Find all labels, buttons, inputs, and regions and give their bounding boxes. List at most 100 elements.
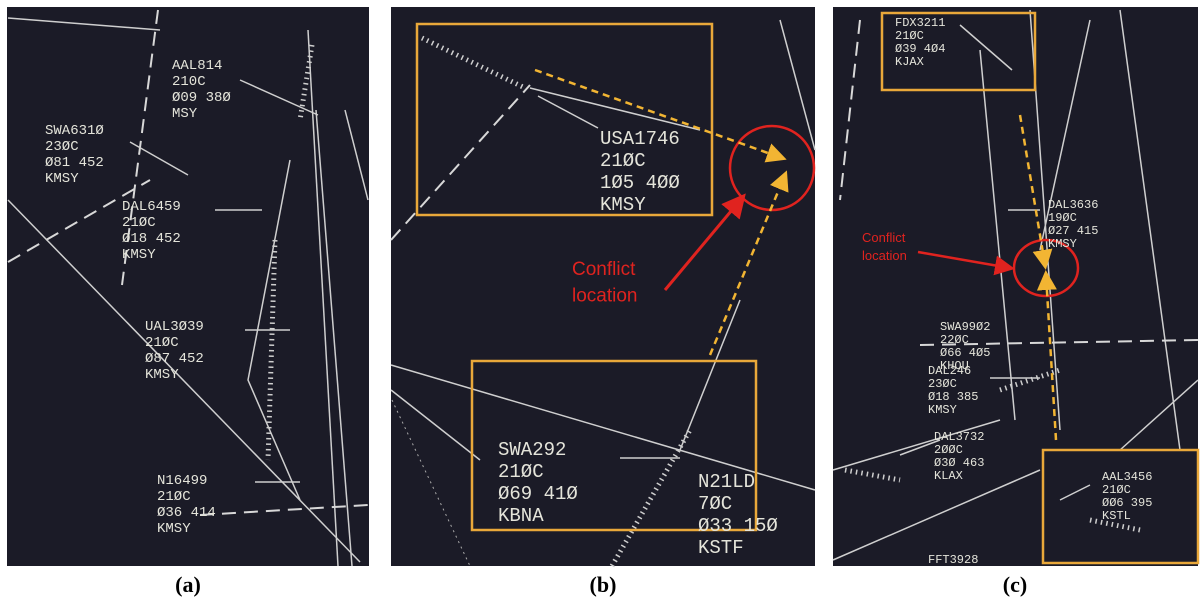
data-block-line: Ø69 41Ø (498, 483, 578, 505)
annotation: location (862, 248, 907, 263)
track-history (265, 239, 278, 461)
data-block-line: Ø3Ø 463 (934, 456, 984, 470)
data-block-line: 21ØC (600, 150, 646, 172)
data-block-line: 1Ø5 4ØØ (600, 172, 680, 194)
data-block-line: Ø66 4Ø5 (940, 346, 990, 360)
route (390, 364, 816, 491)
data-block-line: UAL3Ø39 (145, 319, 204, 335)
route (7, 179, 151, 263)
data-block-line: MSY (172, 106, 198, 122)
route (315, 109, 353, 567)
data-block-line: KSTL (1102, 509, 1131, 523)
annotation: location (572, 286, 638, 307)
route (919, 339, 1199, 346)
data-block-line: Ø09 38Ø (172, 90, 231, 106)
highlight-box (415, 22, 714, 217)
trajectory-arrow (1036, 270, 1058, 441)
data-block-line: 2ØØC (934, 443, 963, 457)
data-block-line: Ø18 385 (928, 390, 978, 404)
data-block-line: USA1746 (600, 128, 680, 150)
route (390, 19, 816, 461)
panel-label: (a) (175, 572, 201, 597)
data-block-line: DAL246 (928, 364, 971, 378)
data-block-line: 22ØC (940, 333, 969, 347)
data-block-line: FFT3928 (928, 553, 978, 567)
annotation: Conflict (572, 259, 636, 280)
data-block-line: SWA99Ø2 (940, 320, 990, 334)
route (247, 159, 301, 501)
data-block-line: DAL6459 (122, 199, 181, 215)
data-block-line: 21ØC (122, 215, 156, 231)
route (391, 399, 471, 567)
data-block-line: DAL3732 (934, 430, 984, 444)
data-block-line: KJAX (895, 55, 924, 69)
track-history (844, 367, 1141, 533)
annotation: Conflict (862, 230, 906, 245)
data-block-line: AAL3456 (1102, 470, 1152, 484)
data-block-line: SWA631Ø (45, 123, 104, 139)
route (832, 379, 1199, 561)
data-block-line: KSTF (698, 537, 744, 559)
route (307, 29, 339, 567)
route (979, 9, 1181, 451)
data-block-line: Ø36 414 (157, 505, 216, 521)
data-block-line: 23ØC (928, 377, 957, 391)
highlight-box (1041, 448, 1200, 565)
data-block-line: SWA292 (498, 439, 566, 461)
leader-line (529, 87, 701, 131)
data-block-line: 23ØC (45, 139, 79, 155)
data-block-line: KHOU (940, 359, 969, 373)
radar-background (7, 7, 369, 566)
data-block-line: 19ØC (1048, 211, 1077, 225)
route (344, 109, 369, 201)
data-block-line: 7ØC (698, 493, 732, 515)
data-block-line: 21ØC (498, 461, 544, 483)
route (390, 84, 531, 241)
data-block-line: KMSY (928, 403, 957, 417)
panel-label: (b) (590, 572, 617, 597)
trajectory-arrow (708, 170, 789, 356)
data-block-line: 21ØC (157, 489, 191, 505)
data-block-line: KBNA (498, 505, 544, 527)
data-block-line: AAL814 (172, 58, 222, 74)
data-block-line: FDX3211 (895, 16, 945, 30)
highlight-box (470, 359, 758, 532)
data-block-line: N16499 (157, 473, 207, 489)
route (839, 19, 861, 201)
radar-background (391, 7, 815, 566)
data-block-line: DAL3636 (1048, 198, 1098, 212)
data-block-line: 21ØC (1102, 483, 1131, 497)
data-block-line: Ø39 4Ø4 (895, 42, 945, 56)
conflict-circle (728, 124, 816, 212)
data-block-line: KMSY (45, 171, 79, 187)
data-block-line: 21ØC (145, 335, 179, 351)
panel-b (390, 7, 816, 568)
data-block-line: Ø33 15Ø (698, 515, 778, 537)
data-block-line: KMSY (157, 521, 191, 537)
route (7, 17, 161, 31)
data-block-line: Ø87 452 (145, 351, 204, 367)
data-block-line: Ø18 452 (122, 231, 181, 247)
data-block-line: ØØ6 395 (1102, 496, 1152, 510)
trajectory-arrow (534, 68, 787, 163)
panel-a (7, 7, 369, 567)
route (7, 199, 361, 563)
data-block-line: KMSY (600, 194, 646, 216)
leader-line (129, 79, 319, 483)
data-block-line: KMSY (122, 247, 156, 263)
data-block-line: 210C (172, 74, 206, 90)
data-block-line: Ø27 415 (1048, 224, 1098, 238)
radar-background (833, 7, 1198, 566)
data-block-line: KMSY (1048, 237, 1077, 251)
leader-line (899, 24, 1091, 501)
pointer-arrow (663, 193, 746, 291)
panel-label: (c) (1003, 572, 1027, 597)
pointer-arrow (917, 250, 1015, 276)
data-block-line: KMSY (145, 367, 179, 383)
trajectory-arrow (1018, 114, 1053, 270)
data-block-line: Ø81 452 (45, 155, 104, 171)
data-block-line: KLAX (934, 469, 963, 483)
highlight-box (880, 11, 1037, 92)
